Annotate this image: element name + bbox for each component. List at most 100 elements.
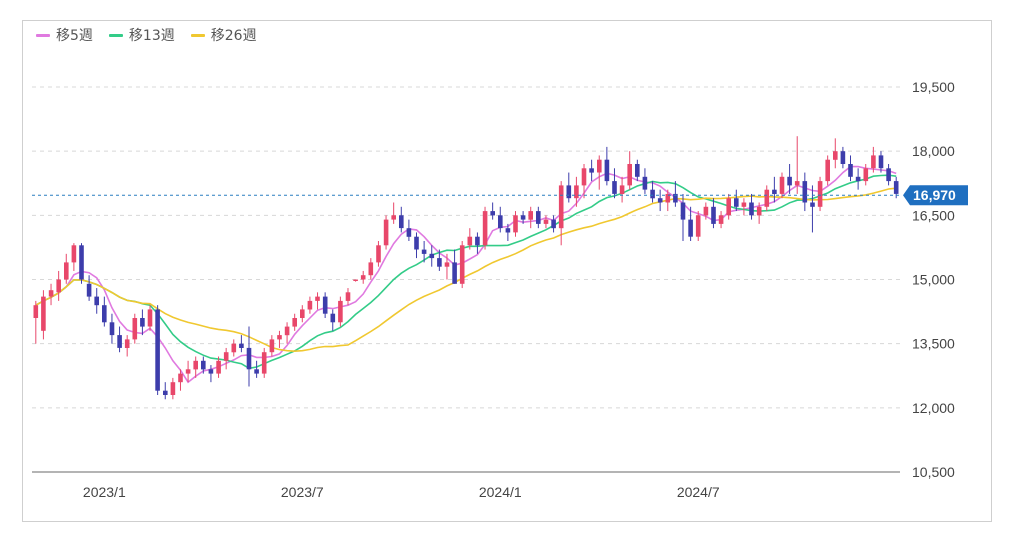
candle-body [414, 236, 419, 250]
y-tick-label: 19,500 [912, 79, 955, 95]
candle-body [772, 189, 777, 194]
axes: 19,500 18,000 16,500 15,000 13,500 12,000 10,5… [32, 79, 955, 500]
candle-body [558, 185, 564, 229]
candle-body [185, 369, 191, 374]
candle-body [794, 181, 800, 186]
candle-body [657, 198, 663, 203]
candle-body [718, 215, 724, 224]
candle-body [490, 211, 495, 216]
y-tick-label: 12,000 [912, 400, 955, 416]
candle-body [711, 206, 716, 224]
legend-item-ma26[interactable]: 移26週 [190, 25, 257, 45]
candle-body [231, 343, 237, 353]
candle-body [201, 360, 206, 370]
y-tick-label: 13,500 [912, 336, 955, 352]
candle-body [825, 159, 830, 182]
candle-body [878, 155, 884, 169]
candle-body [871, 155, 876, 169]
current-price-label: 16,970 [913, 187, 956, 203]
candle-body [71, 245, 77, 263]
candle-body [893, 181, 899, 194]
candle-body [505, 228, 511, 233]
x-tick-label: 2023/7 [281, 484, 324, 500]
candle-body [261, 352, 267, 374]
candle-body [566, 185, 572, 199]
candle-body [246, 347, 252, 370]
candle-body [703, 206, 709, 216]
candle-body [132, 318, 138, 340]
candle-body [292, 318, 297, 327]
candle-body [817, 181, 823, 207]
legend-swatch-ma26 [190, 33, 205, 37]
candle-body [597, 159, 602, 173]
candle-body [604, 159, 610, 182]
candle-body [612, 181, 617, 194]
candle-body [284, 326, 290, 336]
candle-body [695, 215, 701, 237]
legend-label-ma13: 移13週 [128, 28, 175, 44]
current-price-indicator: 16,970 [32, 185, 968, 206]
candle-body [102, 305, 107, 323]
candle-body [254, 369, 259, 374]
candle-body [383, 219, 389, 246]
candle-body [482, 211, 488, 246]
candle-body [650, 189, 655, 199]
candle-body [787, 176, 792, 186]
candle-body [368, 262, 374, 276]
candle-body [437, 258, 442, 267]
candle-body [863, 168, 869, 182]
legend-item-ma13[interactable]: 移13週 [108, 25, 175, 45]
candle-body [64, 262, 69, 280]
candle-body [779, 176, 785, 194]
candle-body [406, 228, 412, 237]
legend-item-ma5[interactable]: 移5週 [36, 25, 93, 45]
x-tick-label: 2024/7 [677, 484, 720, 500]
candle-body [528, 211, 533, 220]
candle-body [429, 253, 435, 259]
candle-body [345, 292, 351, 301]
candle-body [619, 185, 625, 194]
candles [33, 136, 899, 400]
candle-body [467, 236, 473, 246]
candle-body [741, 202, 747, 207]
candle-body [551, 219, 556, 229]
candle-body [421, 249, 427, 254]
legend-swatch-ma5 [36, 33, 50, 37]
candle-body [140, 318, 145, 327]
candle-body [239, 343, 244, 348]
candle-body [307, 300, 313, 310]
candle-body [322, 296, 328, 314]
candle-body [86, 283, 92, 297]
candle-body [223, 352, 229, 361]
x-tick-label: 2023/1 [83, 484, 126, 500]
candle-body [574, 185, 579, 199]
y-tick-label: 10,500 [912, 464, 955, 480]
candle-body [642, 176, 648, 190]
candle-body [536, 211, 541, 224]
candle-body [543, 219, 549, 224]
candle-body [178, 373, 183, 383]
candle-body [840, 151, 846, 164]
candle-body [300, 309, 305, 318]
candle-body [673, 193, 678, 203]
candle-body [764, 189, 770, 207]
candle-body [109, 322, 115, 336]
candle-body [513, 215, 518, 233]
candle-body [833, 151, 838, 160]
candle-body [269, 339, 275, 353]
x-tick-label: 2024/1 [479, 484, 522, 500]
candle-body [498, 215, 503, 229]
candle-body [216, 360, 221, 374]
candle-body [147, 309, 153, 327]
y-tick-label: 15,000 [912, 272, 955, 288]
candle-body [855, 176, 861, 182]
ma26-line [35, 187, 897, 353]
y-tick-label: 18,000 [912, 143, 955, 159]
candle-body [353, 279, 358, 281]
candle-body [360, 275, 366, 280]
candle-body [475, 236, 480, 246]
y-tick-label: 16,500 [912, 207, 955, 223]
candle-body [452, 262, 457, 284]
chart-frame [22, 20, 992, 522]
candle-body [589, 168, 594, 173]
